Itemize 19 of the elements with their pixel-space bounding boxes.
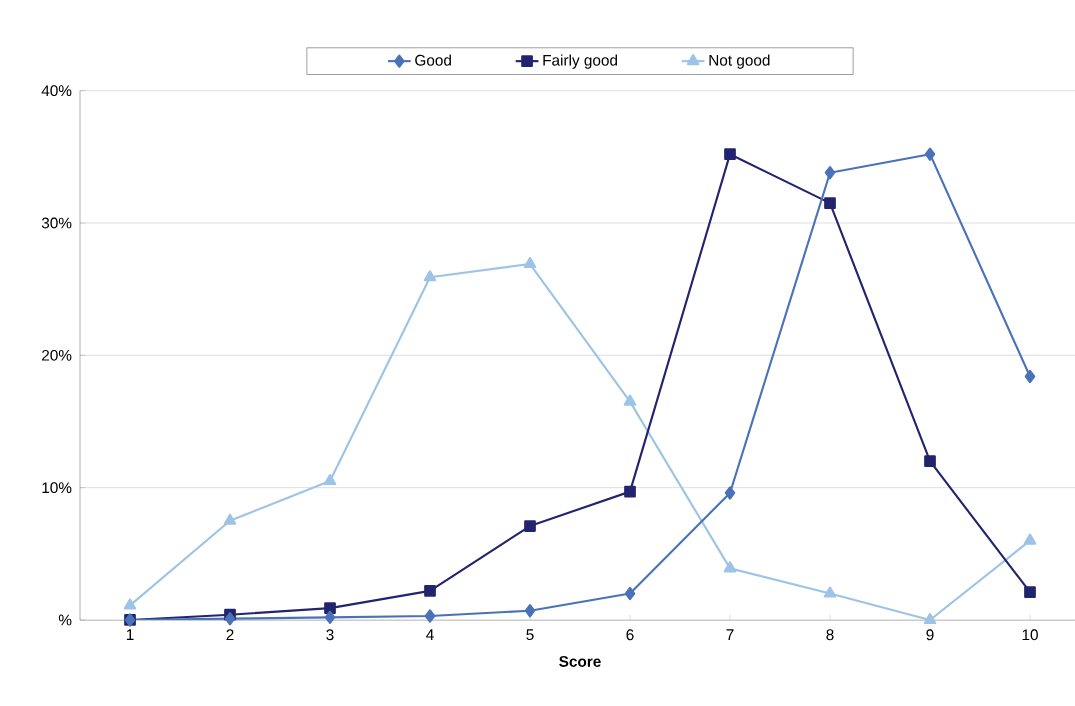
x-tick-label: 3 bbox=[326, 629, 334, 641]
x-tick-label: 8 bbox=[826, 629, 834, 641]
y-tick-label: 10% bbox=[42, 482, 72, 494]
y-tick-label: 30% bbox=[41, 217, 72, 229]
x-axis-title: Score bbox=[559, 656, 601, 667]
y-tick-label: 20% bbox=[42, 349, 72, 361]
x-tick-label: 4 bbox=[426, 629, 434, 640]
x-tick-label: 5 bbox=[526, 629, 534, 641]
legend-label: Good bbox=[415, 54, 451, 66]
y-tick-label: % bbox=[58, 614, 72, 626]
legend-label: Not good bbox=[709, 54, 770, 69]
x-tick-label: 1 bbox=[126, 629, 134, 640]
y-tick-label: 40% bbox=[41, 85, 72, 97]
x-tick-label: 7 bbox=[726, 629, 734, 640]
x-tick-label: 10 bbox=[1022, 629, 1038, 641]
x-tick-label: 9 bbox=[926, 629, 934, 641]
x-tick-label: 6 bbox=[626, 629, 634, 641]
legend-label: Fairly good bbox=[543, 54, 617, 69]
x-tick-label: 2 bbox=[226, 629, 234, 641]
